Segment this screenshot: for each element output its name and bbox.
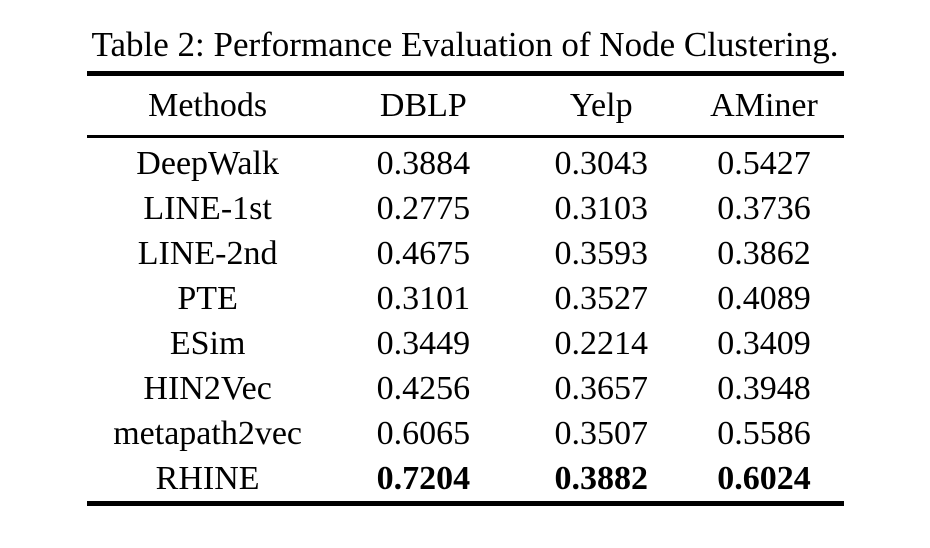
value-cell: 0.3657	[554, 369, 649, 407]
value-cell: 0.2775	[376, 189, 471, 227]
table-row-rhine: RHINE 0.7204 0.3882 0.6024	[87, 456, 844, 504]
method-cell: PTE	[177, 279, 238, 317]
value-cell: 0.3409	[717, 324, 811, 362]
method-cell: RHINE	[155, 459, 260, 497]
method-cell: ESim	[169, 324, 246, 362]
col-header-methods: Methods	[86, 73, 329, 138]
table-body: DeepWalk 0.3884 0.3043 0.5427 LINE-1st 0…	[87, 137, 844, 504]
table-caption: Table 2: Performance Evaluation of Node …	[91, 25, 839, 64]
value-cell: 0.4675	[376, 234, 471, 272]
col-header-dblp: DBLP	[328, 73, 518, 138]
value-cell: 0.4089	[717, 279, 811, 317]
value-cell: 0.4256	[376, 369, 471, 407]
value-cell: 0.7204	[376, 459, 471, 497]
table-row-line-1st: LINE-1st 0.2775 0.3103 0.3736	[87, 186, 844, 231]
value-cell: 0.3101	[376, 279, 471, 317]
value-cell: 0.3449	[376, 324, 471, 362]
table-row-hin2vec: HIN2Vec 0.4256 0.3657 0.3948	[87, 366, 844, 411]
method-cell: HIN2Vec	[143, 369, 272, 407]
table-header: Methods DBLP Yelp AMiner	[86, 73, 844, 138]
col-header-yelp: Yelp	[517, 73, 685, 138]
method-cell: DeepWalk	[136, 144, 279, 182]
col-header-aminer: AMiner	[684, 73, 844, 138]
table-row-metapath2vec: metapath2vec 0.6065 0.3507 0.5586	[87, 411, 844, 456]
value-cell: 0.5427	[717, 144, 811, 182]
results-table: Methods DBLP Yelp AMiner DeepWalk 0.3884…	[86, 71, 844, 506]
value-cell: 0.3043	[554, 144, 649, 182]
value-cell: 0.3507	[554, 414, 649, 452]
value-cell: 0.3884	[376, 144, 471, 182]
value-cell: 0.6024	[717, 459, 811, 497]
method-cell: metapath2vec	[113, 414, 303, 452]
value-cell: 0.3736	[717, 189, 811, 227]
value-cell: 0.3103	[554, 189, 649, 227]
value-cell: 0.5586	[717, 414, 811, 452]
method-cell: LINE-2nd	[137, 234, 278, 272]
value-cell: 0.2214	[554, 324, 649, 362]
method-cell: LINE-1st	[143, 189, 272, 227]
table-row-pte: PTE 0.3101 0.3527 0.4089	[87, 276, 844, 321]
table-row-esim: ESim 0.3449 0.2214 0.3409	[87, 321, 844, 366]
value-cell: 0.3862	[717, 234, 811, 272]
table-row-line-2nd: LINE-2nd 0.4675 0.3593 0.3862	[87, 231, 844, 276]
value-cell: 0.6065	[376, 414, 471, 452]
value-cell: 0.3948	[717, 369, 811, 407]
value-cell: 0.3527	[554, 279, 649, 317]
table-row-deepwalk: DeepWalk 0.3884 0.3043 0.5427	[87, 137, 844, 187]
header-row: Methods DBLP Yelp AMiner	[86, 73, 844, 138]
value-cell: 0.3882	[554, 459, 649, 497]
value-cell: 0.3593	[554, 234, 649, 272]
